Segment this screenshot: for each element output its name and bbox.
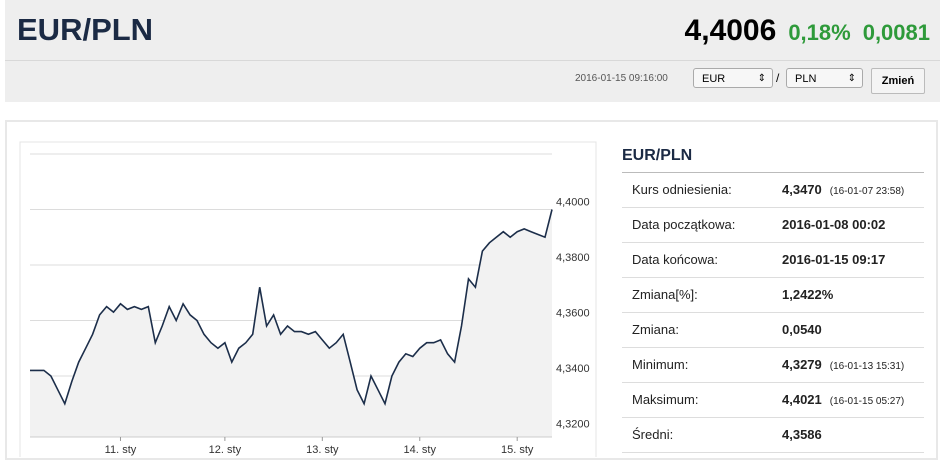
- table-row: Data początkowa: 2016-01-08 00:02: [622, 208, 924, 243]
- value-note: (16-01-13 15:31): [829, 361, 905, 372]
- value-text: 4,3279: [782, 357, 822, 372]
- y-tick-label: 4,4000: [556, 196, 590, 208]
- value-text: 4,3586: [782, 427, 822, 442]
- table-row: Zmiana: 0,0540: [622, 313, 924, 348]
- value-text: 4,4021: [782, 392, 822, 407]
- table-row: Kurs odniesienia: 4,3470 (16-01-07 23:58): [622, 173, 924, 208]
- chart: 4,3200 4,3400 4,3600 4,3800 4,4000 11. sty 12.…: [19, 141, 597, 457]
- value-text: 2016-01-15 09:17: [782, 252, 886, 267]
- x-tick-label: 14. sty: [404, 444, 437, 456]
- line: [30, 209, 553, 406]
- value-note: (16-01-07 23:58): [829, 186, 905, 197]
- from-select[interactable]: EUR: [693, 68, 773, 89]
- row-label: Minimum:: [632, 357, 689, 372]
- row-label: Data końcowa:: [632, 252, 718, 267]
- slash: /: [776, 71, 780, 85]
- pair-title: EUR/PLN: [17, 12, 154, 47]
- row-value: 1,2422%: [782, 278, 833, 312]
- change-button[interactable]: Zmień: [871, 68, 925, 94]
- value-note: (16-01-15 05:27): [829, 396, 905, 407]
- to-select[interactable]: PLN: [786, 68, 863, 89]
- table-title: EUR/PLN: [622, 140, 924, 173]
- row-value: 4,3586: [782, 418, 822, 452]
- value-text: 0,0540: [782, 322, 822, 337]
- row-value: 2016-01-08 00:02: [782, 208, 885, 242]
- stats-table: EUR/PLN Kurs odniesienia: 4,3470 (16-01-07…: [622, 140, 924, 453]
- row-value: 4,4021 (16-01-15 05:27): [782, 383, 904, 419]
- header: EUR/PLN 4,4006 0,18% 0,0081 2016-01-15 09:…: [5, 0, 940, 102]
- row-label: Data początkowa:: [632, 217, 736, 232]
- y-tick-label: 4,3400: [556, 363, 590, 375]
- row-label: Maksimum:: [632, 392, 699, 407]
- row-label: Zmiana[%]:: [632, 287, 698, 302]
- row-value: 4,3279 (16-01-13 15:31): [782, 348, 904, 384]
- quote: 4,4006 0,18% 0,0081: [685, 14, 930, 48]
- y-tick-label: 4,3200: [556, 418, 590, 430]
- x-tick-label: 11. sty: [105, 444, 137, 456]
- row-label: Zmiana:: [632, 322, 679, 337]
- y-tick-label: 4,3600: [556, 307, 590, 319]
- row-value: 2016-01-15 09:17: [782, 243, 885, 277]
- y-tick-label: 4,3800: [556, 252, 590, 264]
- area: [30, 209, 552, 437]
- price: 4,4006: [684, 14, 777, 47]
- value-text: 1,2422%: [782, 287, 834, 302]
- row-value: 4,3470 (16-01-07 23:58): [782, 173, 904, 209]
- row-label: Średni:: [632, 427, 674, 442]
- row-label: Kurs odniesienia:: [632, 182, 732, 197]
- table-row: Maksimum: 4,4021 (16-01-15 05:27): [622, 383, 924, 418]
- value-text: 2016-01-08 00:02: [782, 217, 886, 232]
- table-row: Zmiana[%]: 1,2422%: [622, 278, 924, 313]
- change: 0,0081: [862, 20, 930, 45]
- x-tick-label: 15. sty: [501, 444, 534, 456]
- value-text: 4,3470: [782, 182, 822, 197]
- timestamp: 2016-01-15 09:16:00: [575, 73, 668, 84]
- table-row: Minimum: 4,3279 (16-01-13 15:31): [622, 348, 924, 383]
- table-row: Średni: 4,3586: [622, 418, 924, 453]
- change-pct: 0,18%: [788, 20, 851, 45]
- x-tick-label: 12. sty: [209, 444, 242, 456]
- separator: [5, 60, 940, 61]
- row-value: 0,0540: [782, 313, 822, 347]
- table-row: Data końcowa: 2016-01-15 09:17: [622, 243, 924, 278]
- x-tick-label: 13. sty: [306, 444, 339, 456]
